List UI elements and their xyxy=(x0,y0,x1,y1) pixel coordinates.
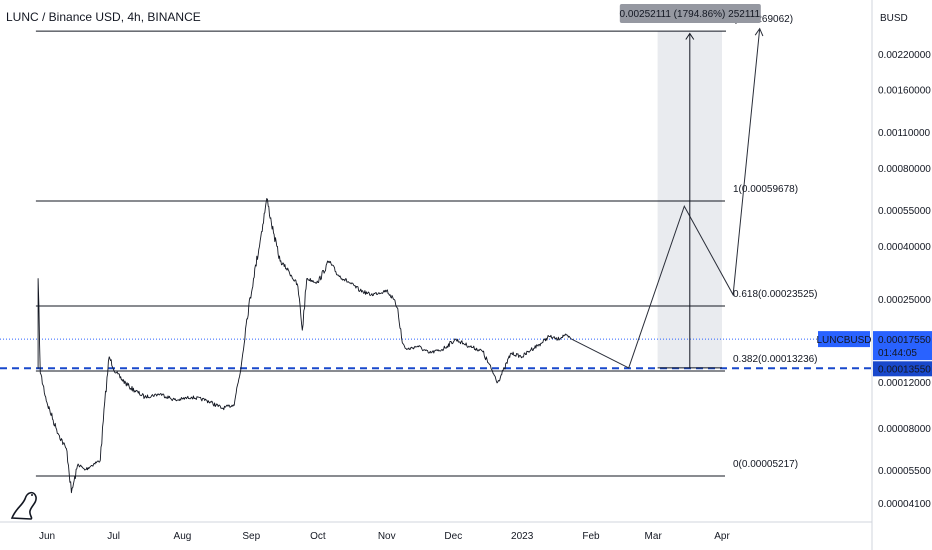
price-axis-tick: 0.00005500 xyxy=(878,466,931,477)
current-price-label: 0.00017550 xyxy=(878,335,931,346)
fib-level-label: 0.618(0.00023525) xyxy=(733,289,818,300)
time-axis-tick: Nov xyxy=(378,531,396,542)
price-axis-tick: 0.00055000 xyxy=(878,206,931,217)
time-axis-tick: Jul xyxy=(107,531,120,542)
measure-label-box xyxy=(619,4,761,23)
symbol-tag xyxy=(818,331,870,348)
measure-arrow-head xyxy=(685,32,695,40)
support-price-tag xyxy=(873,361,932,377)
time-axis-tick: Dec xyxy=(444,531,462,542)
price-series[interactable] xyxy=(37,198,572,494)
price-axis-tick: 0.00004100 xyxy=(878,499,931,510)
time-axis-tick: Mar xyxy=(645,531,663,542)
fib-level-label: 1(0.00059678) xyxy=(733,184,798,195)
fib-level-label: 0.382(0.00013236) xyxy=(733,354,818,365)
price-axis-tick: 0.00025000 xyxy=(878,295,931,306)
projection-path[interactable] xyxy=(570,28,761,369)
time-axis-tick: Oct xyxy=(310,531,326,542)
countdown-label: 01:44:05 xyxy=(878,348,917,359)
tradingview-logo-icon xyxy=(10,491,37,520)
price-axis-tick: 0.00110000 xyxy=(878,128,931,139)
time-axis-tick: Apr xyxy=(714,531,730,542)
price-axis-tick: 0.00040000 xyxy=(878,242,931,253)
chart-title: LUNC / Binance USD, 4h, BINANCE xyxy=(6,10,201,24)
time-axis-tick: Aug xyxy=(174,531,192,542)
price-axis-tick: 0.00220000 xyxy=(878,50,931,61)
price-axis-tick: 0.00080000 xyxy=(878,164,931,175)
current-price-tag xyxy=(873,331,932,361)
time-axis-tick: Jun xyxy=(39,531,55,542)
fib-level-label: 0(0.00005217) xyxy=(733,459,798,470)
support-price-label: 0.00013550 xyxy=(878,364,931,375)
axis-currency-label: BUSD xyxy=(880,13,908,24)
measure-label: 0.00252111 (1794.86%) 252111 xyxy=(620,9,761,20)
price-axis-tick: 0.00160000 xyxy=(878,86,931,97)
time-axis-tick: Sep xyxy=(242,531,260,542)
time-axis-tick: Feb xyxy=(582,531,600,542)
price-axis-tick: 0.00012000 xyxy=(878,378,931,389)
price-axis-tick: 0.00008000 xyxy=(878,424,931,435)
time-axis-tick: 2023 xyxy=(511,531,534,542)
symbol-tag-label: LUNCBUSD xyxy=(816,335,871,346)
projection-arrow-head xyxy=(754,27,764,37)
